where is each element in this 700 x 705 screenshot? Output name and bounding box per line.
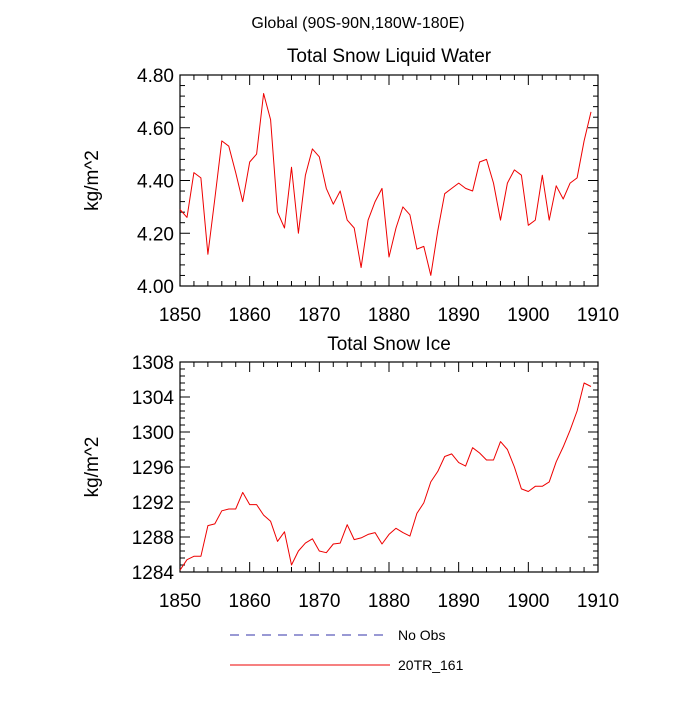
y-tick-label: 4.60 [137, 119, 174, 140]
legend-label: No Obs [398, 627, 445, 643]
chart-panel-1: Total Snow Liquid Water kg/m^2 1850 1860 187… [82, 46, 619, 326]
x-tick-label: 1900 [507, 305, 549, 326]
y-axis-label: kg/m^2 [82, 150, 103, 211]
x-tick-label: 1890 [438, 591, 480, 612]
legend-label: 20TR_161 [398, 657, 464, 673]
chart-title: Total Snow Ice [327, 334, 451, 355]
chart-panel-2: Total Snow Ice kg/m^2 1850 1860 1870 1880 1890… [82, 334, 619, 612]
x-tick-label: 1910 [577, 305, 619, 326]
plot-frame [179, 74, 599, 287]
x-tick-label: 1900 [507, 591, 549, 612]
x-tick-label: 1860 [229, 591, 271, 612]
x-tick-label: 1880 [368, 305, 410, 326]
y-tick-label: 4.40 [137, 172, 174, 193]
series-line-20tr-161 [179, 382, 592, 571]
y-tick-label: 1308 [132, 353, 174, 374]
y-tick-label: 4.80 [137, 66, 174, 87]
y-tick-label: 1300 [132, 423, 174, 444]
x-tick-label: 1870 [298, 591, 340, 612]
y-tick-label: 1288 [132, 528, 174, 549]
plot-frame [179, 361, 599, 573]
chart-title: Total Snow Liquid Water [287, 46, 492, 67]
x-tick-label: 1850 [159, 591, 201, 612]
y-tick-label: 1304 [132, 388, 175, 409]
y-tick-label: 4.20 [137, 224, 174, 245]
y-tick-label: 4.00 [137, 277, 174, 298]
x-tick-label: 1860 [229, 305, 271, 326]
figure-title: Global (90S-90N,180W-180E) [251, 15, 464, 32]
x-tick-label: 1880 [368, 591, 410, 612]
y-axis-label: kg/m^2 [82, 437, 103, 498]
legend: No Obs 20TR_161 [230, 627, 464, 673]
y-tick-label: 1296 [132, 458, 174, 479]
series-line-20tr-161 [179, 93, 592, 276]
x-tick-label: 1910 [577, 591, 619, 612]
x-tick-label: 1890 [438, 305, 480, 326]
x-tick-label: 1850 [159, 305, 201, 326]
y-tick-label: 1292 [132, 493, 174, 514]
y-tick-label: 1284 [132, 563, 175, 584]
x-tick-label: 1870 [298, 305, 340, 326]
